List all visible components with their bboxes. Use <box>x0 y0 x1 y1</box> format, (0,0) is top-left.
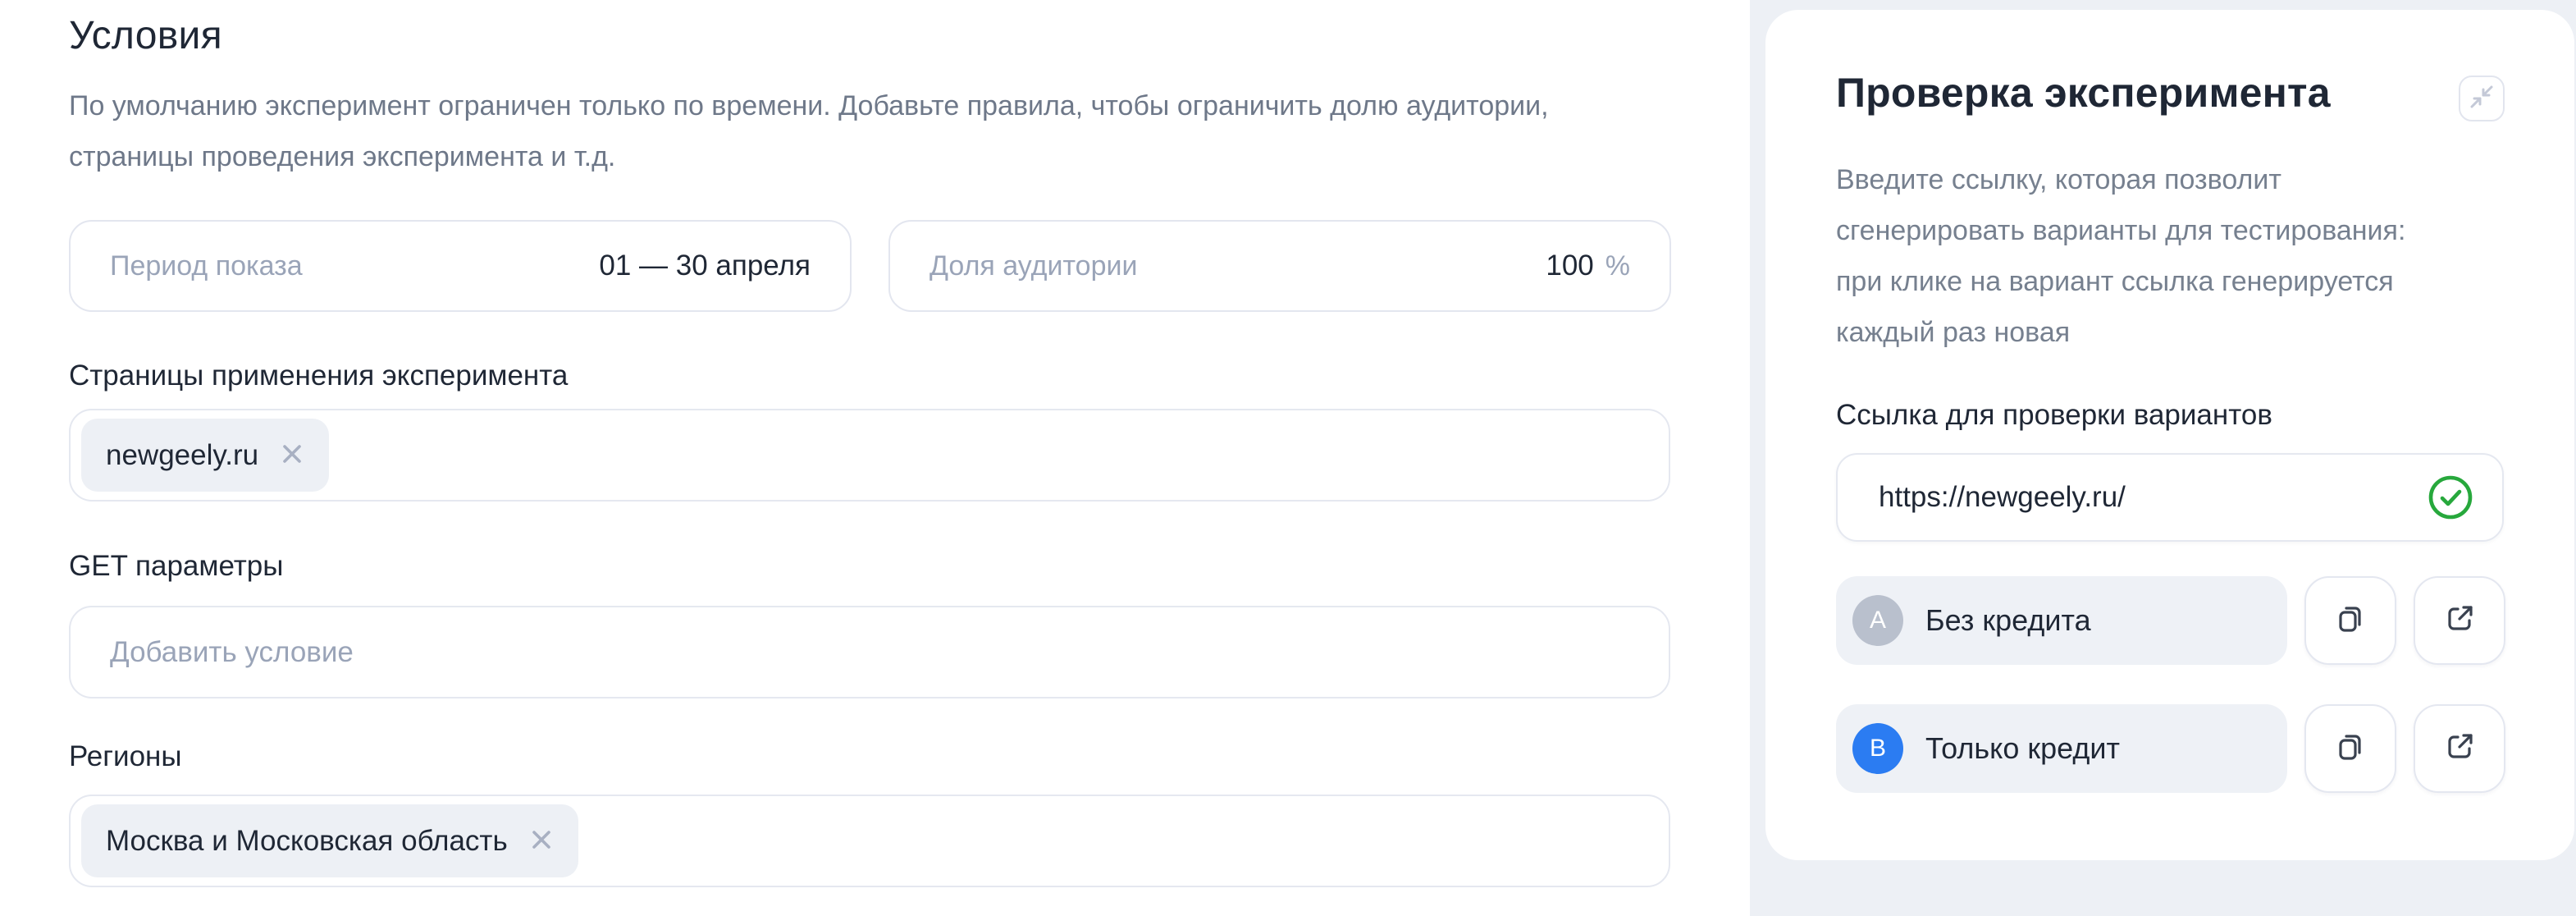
audience-share-unit: % <box>1605 250 1630 282</box>
conditions-inputs-row: Период показа 01 — 30 апреля Доля аудито… <box>69 220 1671 312</box>
period-field-label: Период показа <box>110 250 303 282</box>
external-link-icon <box>2441 601 2478 641</box>
close-icon <box>280 442 304 469</box>
check-panel-description-line: при клике на вариант ссылка генерируется <box>1836 266 2394 297</box>
check-panel-title: Проверка эксперимента <box>1836 70 2331 116</box>
conditions-description-line: страницы проведения эксперимента и т.д. <box>69 141 616 172</box>
variant-a-label: Без кредита <box>1925 603 2091 637</box>
audience-share-field[interactable]: Доля аудитории 100 % <box>888 220 1671 312</box>
variant-row-b: B Только кредит <box>1836 704 2505 793</box>
copy-icon <box>2332 601 2368 641</box>
region-tag[interactable]: Москва и Московская область <box>81 804 578 877</box>
copy-icon <box>2332 729 2368 769</box>
experiment-check-panel: Проверка эксперимента Введите ссылку, ко… <box>1750 0 2576 916</box>
check-panel-description-line: каждый раз новая <box>1836 317 2071 348</box>
experiment-check-card: Проверка эксперимента Введите ссылку, ко… <box>1765 10 2574 860</box>
open-variant-b-button[interactable] <box>2414 704 2505 793</box>
variant-b-label: Только кредит <box>1925 731 2120 765</box>
regions-label: Регионы <box>69 740 182 772</box>
pages-field[interactable]: newgeely.ru <box>69 409 1670 502</box>
open-variant-a-button[interactable] <box>2414 576 2505 665</box>
copy-variant-a-button[interactable] <box>2304 576 2396 665</box>
page-tag-label: newgeely.ru <box>106 438 259 471</box>
get-params-field[interactable] <box>69 606 1670 698</box>
check-link-input[interactable] <box>1849 481 2427 514</box>
valid-check-icon <box>2427 474 2474 521</box>
collapse-icon <box>2468 83 2496 115</box>
period-field-value: 01 — 30 апреля <box>599 250 811 282</box>
period-field[interactable]: Период показа 01 — 30 апреля <box>69 220 852 312</box>
audience-share-label: Доля аудитории <box>929 250 1138 282</box>
check-panel-description-line: сгенерировать варианты для тестирования: <box>1836 215 2406 246</box>
variant-b-pill[interactable]: B Только кредит <box>1836 704 2287 793</box>
remove-region-tag-button[interactable] <box>529 827 554 854</box>
regions-field[interactable]: Москва и Московская область <box>69 795 1670 887</box>
variant-a-badge: A <box>1852 595 1903 646</box>
check-panel-description: Введите ссылку, которая позволит сгенери… <box>1836 154 2405 358</box>
variant-a-pill[interactable]: A Без кредита <box>1836 576 2287 665</box>
check-link-field <box>1836 453 2504 542</box>
audience-share-value: 100 <box>1546 250 1594 282</box>
variant-b-badge: B <box>1852 723 1903 774</box>
page-tag[interactable]: newgeely.ru <box>81 419 330 492</box>
get-params-label: GET параметры <box>69 550 284 582</box>
get-params-input[interactable] <box>81 607 1669 697</box>
collapse-panel-button[interactable] <box>2459 76 2505 121</box>
conditions-description: По умолчанию эксперимент ограничен тольк… <box>69 80 1549 182</box>
check-link-label: Ссылка для проверки вариантов <box>1836 399 2272 431</box>
external-link-icon <box>2441 729 2478 769</box>
variant-row-a: A Без кредита <box>1836 576 2505 665</box>
conditions-description-line: По умолчанию эксперимент ограничен тольк… <box>69 90 1549 121</box>
region-tag-label: Москва и Московская область <box>106 824 508 857</box>
check-panel-description-line: Введите ссылку, которая позволит <box>1836 164 2281 195</box>
page-title: Условия <box>69 14 222 57</box>
close-icon <box>529 827 554 854</box>
pages-label: Страницы применения эксперимента <box>69 360 569 392</box>
remove-page-tag-button[interactable] <box>280 442 304 469</box>
copy-variant-b-button[interactable] <box>2304 704 2396 793</box>
